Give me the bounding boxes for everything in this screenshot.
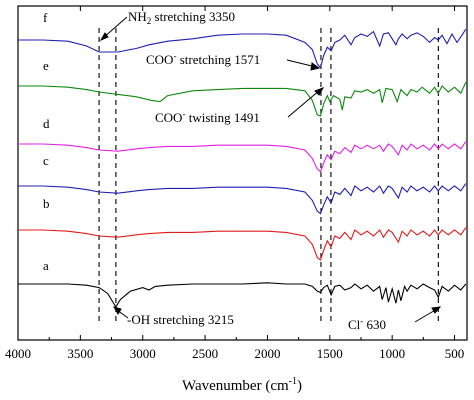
coo-twist-rest: twisting 1491 xyxy=(185,110,259,125)
x-tick-label: 3000 xyxy=(130,346,156,361)
spectra-curves xyxy=(18,28,467,308)
arrowhead-nh2 xyxy=(99,32,109,42)
x-axis-title-main: Wavenumber (cm xyxy=(182,378,289,394)
arrowhead-coo-stretch xyxy=(310,62,321,71)
arrow-nh2 xyxy=(102,16,128,39)
curve-label-f: f xyxy=(43,10,48,25)
x-tick-label: 2000 xyxy=(254,346,280,361)
nh2-annotation: NH2 stretching 3350 xyxy=(128,9,235,26)
x-axis-ticks: 4000 3500 3000 2500 2000 1500 1000 500 xyxy=(5,6,464,361)
curve-label-d: d xyxy=(43,116,50,131)
x-tick-label: 1000 xyxy=(379,346,405,361)
series-line-e xyxy=(18,82,467,117)
cl-annotation-rest: 630 xyxy=(363,317,386,332)
reference-lines xyxy=(98,28,439,322)
curve-labels: f e d c b a xyxy=(43,10,50,273)
coo-twist-annotation: COO- twisting 1491 xyxy=(155,109,260,125)
coo-twist-sup: - xyxy=(182,109,185,119)
curve-label-e: e xyxy=(43,58,49,73)
cl-annotation: Cl- 630 xyxy=(348,316,386,332)
nh2-annotation-sub: 2 xyxy=(147,16,152,26)
series-line-a xyxy=(18,282,467,308)
x-axis-title-suffix: ) xyxy=(297,378,302,394)
x-axis-title: Wavenumber (cm-1) xyxy=(182,376,302,394)
series-line-b xyxy=(18,227,467,261)
x-tick-label: 3500 xyxy=(67,346,93,361)
coo-stretch-main: COO xyxy=(146,52,173,67)
nh2-annotation-rest: stretching 3350 xyxy=(151,9,235,24)
arrowhead-cl xyxy=(431,306,442,314)
x-tick-label: 2500 xyxy=(192,346,218,361)
curve-label-a: a xyxy=(43,258,49,273)
series-line-d xyxy=(18,141,467,173)
arrowhead-oh xyxy=(112,306,122,315)
arrow-coo-twist xyxy=(287,89,321,118)
annotation-arrows xyxy=(99,16,442,323)
curve-label-b: b xyxy=(43,196,50,211)
plot-frame xyxy=(17,5,468,341)
cl-annotation-sup: - xyxy=(360,316,363,326)
oh-annotation: -OH stretching 3215 xyxy=(127,312,234,327)
coo-twist-main: COO xyxy=(155,110,182,125)
curve-label-c: c xyxy=(43,153,49,168)
series-line-c xyxy=(18,183,467,215)
series-line-f xyxy=(18,28,467,69)
coo-stretch-annotation: COO- stretching 1571 xyxy=(146,51,260,67)
x-tick-label: 1500 xyxy=(317,346,343,361)
x-tick-label: 4000 xyxy=(5,346,31,361)
arrowhead-coo-twist xyxy=(314,87,325,96)
nh2-annotation-main: NH xyxy=(128,9,147,24)
coo-stretch-rest: stretching 1571 xyxy=(176,52,260,67)
x-axis-title-sup: -1 xyxy=(289,376,297,387)
x-tick-label: 500 xyxy=(445,346,465,361)
cl-annotation-main: Cl xyxy=(348,317,361,332)
coo-stretch-sup: - xyxy=(173,51,176,61)
